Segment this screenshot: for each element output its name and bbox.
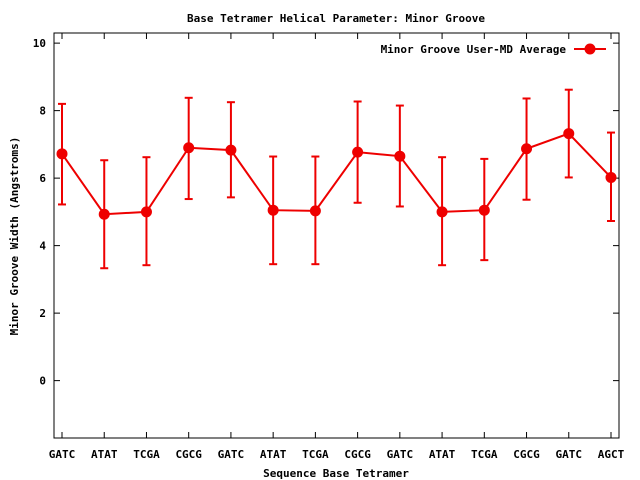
- y-tick-label: 6: [39, 172, 46, 185]
- x-axis-ticks: GATC ATAT TCGA CGCG GATC ATAT TCGA CGCG GATC ATAT…: [49, 33, 625, 461]
- x-tick-label: TCGA: [133, 448, 160, 461]
- x-tick-label: TCGA: [302, 448, 329, 461]
- data-point: [56, 148, 68, 160]
- x-tick-label: CGCG: [344, 448, 371, 461]
- data-point: [140, 206, 152, 218]
- data-point: [563, 128, 575, 140]
- y-axis-ticks: 0 2 4 6 8 10: [33, 37, 619, 388]
- legend-marker: [584, 43, 596, 55]
- x-tick-label: TCGA: [471, 448, 498, 461]
- data-point: [183, 142, 195, 154]
- y-tick-label: 10: [33, 37, 46, 50]
- x-tick-label: GATC: [387, 448, 414, 461]
- chart-title: Base Tetramer Helical Parameter: Minor G…: [187, 12, 485, 25]
- data-point: [478, 204, 490, 216]
- data-point: [225, 144, 237, 156]
- data-point: [98, 208, 110, 220]
- y-tick-label: 0: [39, 375, 46, 388]
- data-point: [352, 146, 364, 158]
- x-tick-label: GATC: [556, 448, 583, 461]
- x-tick-label: CGCG: [513, 448, 540, 461]
- x-tick-label: ATAT: [429, 448, 456, 461]
- data-point: [605, 171, 617, 183]
- data-point: [436, 206, 448, 218]
- series-layer: [56, 88, 617, 270]
- data-point: [267, 204, 279, 216]
- y-tick-label: 4: [39, 240, 46, 253]
- x-tick-label: GATC: [218, 448, 245, 461]
- series-line: [61, 132, 612, 216]
- data-point: [394, 150, 406, 162]
- legend-label: Minor Groove User-MD Average: [381, 43, 567, 56]
- y-tick-label: 2: [39, 307, 46, 320]
- x-tick-label: ATAT: [260, 448, 287, 461]
- y-axis-label: Minor Groove Width (Angstroms): [8, 137, 21, 336]
- y-tick-label: 8: [39, 105, 46, 118]
- legend: Minor Groove User-MD Average: [381, 43, 606, 56]
- x-tick-label: AGCT: [598, 448, 625, 461]
- x-tick-label: ATAT: [91, 448, 118, 461]
- x-tick-label: CGCG: [175, 448, 202, 461]
- x-tick-label: GATC: [49, 448, 76, 461]
- data-point: [309, 205, 321, 217]
- x-axis-label: Sequence Base Tetramer: [263, 467, 409, 480]
- plot-frame: [53, 32, 620, 439]
- data-point: [521, 143, 533, 155]
